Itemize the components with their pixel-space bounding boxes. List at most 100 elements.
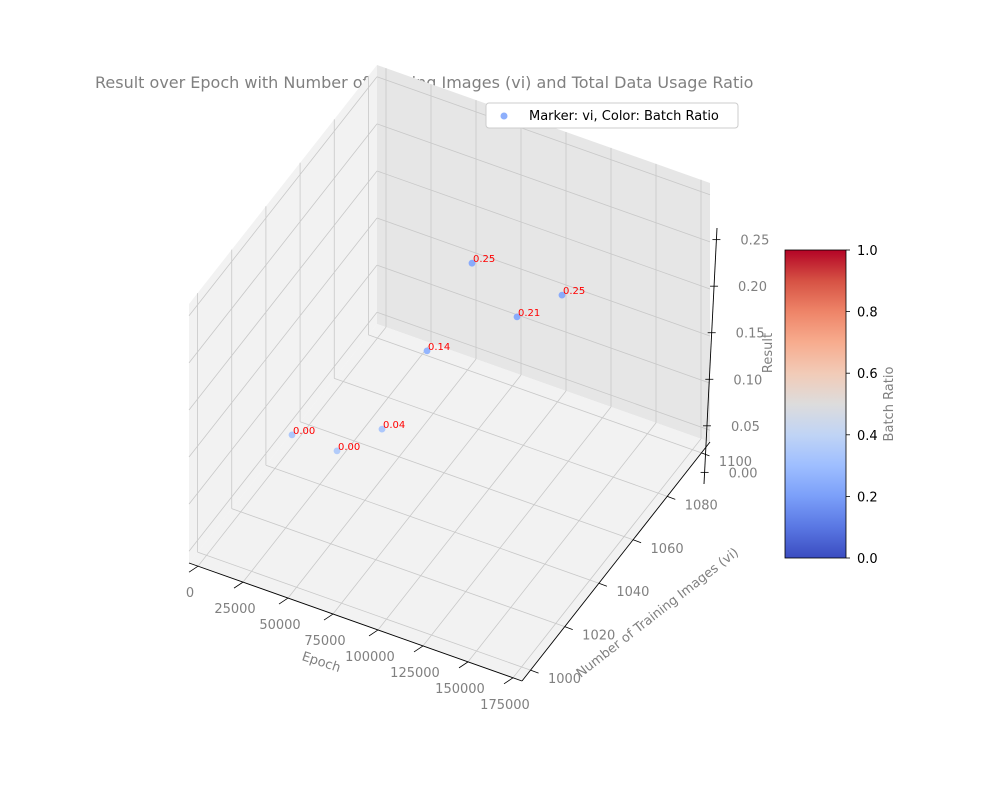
z-grid-left (188, 170, 378, 411)
x-tick-mark (278, 597, 289, 605)
y-tick-mark (564, 626, 573, 631)
z-grid-left (188, 76, 378, 317)
y-tick-label: 1080 (685, 498, 718, 513)
axes-panes (189, 65, 710, 681)
scatter-point (513, 313, 521, 321)
x-grid-floor (422, 406, 612, 647)
z-grid-back (376, 123, 711, 243)
z-tick-label: 0.00 (729, 466, 758, 481)
scatter-point (288, 431, 296, 439)
axis-lines (188, 227, 718, 682)
z-grid-back (376, 76, 711, 196)
z-grid-left (188, 264, 378, 505)
z-tick-label: 0.15 (736, 327, 765, 342)
x-tick-mark (413, 645, 424, 653)
z-grid-left (188, 311, 378, 552)
point-value-label: 0.14 (428, 342, 450, 353)
colorbar-tick-label: 0.6 (857, 367, 878, 382)
y-tick-label: 1060 (651, 542, 684, 557)
colorbar-gradient (784, 249, 847, 559)
y-grid-floor (231, 508, 565, 628)
x-grid-floor (197, 326, 387, 567)
pane-floor (189, 324, 710, 681)
x-grid-floor (242, 342, 432, 583)
x-grid-floor (512, 438, 702, 679)
y-grid-floor (265, 464, 600, 584)
y-tick-label: 1020 (582, 629, 615, 644)
x-tick-label: 100000 (345, 650, 395, 665)
data-labels: 0.00 0.00 0.04 0.14 0.25 0.21 0.25 (293, 254, 585, 453)
y-grid-floor (197, 551, 531, 671)
scatter-point (468, 259, 476, 267)
colorbar-tick-label: 0.0 (857, 552, 878, 567)
scatter-point (378, 425, 386, 433)
z-tick-label: 0.10 (733, 373, 762, 388)
x-tick-mark (368, 629, 379, 637)
z-grid-back (376, 170, 711, 290)
scatter-point (333, 447, 341, 455)
point-value-label: 0.00 (293, 426, 315, 437)
pane-back (377, 65, 710, 442)
x-tick-label: 50000 (259, 618, 300, 633)
colorbar-tick-label: 1.0 (857, 244, 878, 259)
legend-label: Marker: vi, Color: Batch Ratio (529, 109, 719, 124)
z-grid-back (376, 217, 711, 337)
z-grid-left (188, 123, 378, 364)
z-axis-line (703, 227, 718, 485)
pane-left (189, 65, 377, 563)
x-tick-label: 150000 (435, 682, 485, 697)
point-value-label: 0.00 (338, 442, 360, 453)
z-grid-back (376, 264, 711, 384)
y-grid-floor (299, 421, 634, 541)
z-axis-ticks: 0.00 0.05 0.10 0.15 0.20 0.25 (700, 234, 769, 481)
colorbar-ticks: 0.0 0.2 0.4 0.6 0.8 1.0 (846, 244, 878, 567)
x-tick-mark (188, 565, 199, 573)
grid-lines (188, 68, 711, 679)
x-grid-floor (332, 374, 522, 615)
x-tick-label: 75000 (304, 634, 345, 649)
y-axis-line (521, 441, 711, 682)
x-axis-label: Epoch (300, 649, 342, 676)
z-grid-left (188, 217, 378, 458)
x-tick-label: 25000 (214, 602, 255, 617)
x-tick-mark (458, 661, 469, 669)
x-grid-floor (467, 422, 657, 663)
colorbar-tick-label: 0.4 (857, 429, 878, 444)
x-tick-mark (503, 677, 514, 685)
z-axis-label: Result (761, 333, 776, 373)
colorbar-label: Batch Ratio (882, 367, 897, 442)
x-tick-label: 0 (186, 586, 194, 601)
scatter-point (558, 291, 566, 299)
point-value-label: 0.25 (563, 286, 585, 297)
x-grid-floor (377, 390, 567, 631)
z-tick-label: 0.20 (738, 280, 767, 295)
legend: Marker: vi, Color: Batch Ratio (485, 102, 739, 129)
y-grid-floor (334, 377, 668, 497)
x-grid-floor (287, 358, 477, 599)
legend-box (485, 102, 739, 129)
z-tick-label: 0.25 (740, 234, 769, 249)
colorbar-tick-label: 0.2 (857, 490, 878, 505)
scatter-points (288, 259, 566, 455)
scatter-point (423, 347, 431, 355)
y-tick-mark (632, 539, 642, 544)
y-grid-floor (368, 334, 702, 454)
x-tick-label: 125000 (390, 666, 440, 681)
y-tick-label: 1100 (719, 455, 752, 470)
point-value-label: 0.25 (473, 254, 495, 265)
y-axis-ticks: 1000 1020 1040 1060 1080 1100 (530, 452, 752, 687)
x-tick-mark (323, 613, 334, 621)
colorbar-tick-label: 0.8 (857, 306, 878, 321)
z-tick-label: 0.05 (731, 420, 760, 435)
point-value-label: 0.04 (383, 420, 405, 431)
x-tick-mark (233, 581, 244, 589)
y-tick-label: 1000 (548, 672, 581, 687)
y-tick-mark (701, 452, 710, 457)
y-tick-mark (667, 495, 676, 500)
z-grid-back (376, 311, 711, 431)
point-value-label: 0.21 (518, 308, 540, 319)
y-tick-mark (530, 669, 539, 674)
y-tick-mark (598, 582, 608, 587)
